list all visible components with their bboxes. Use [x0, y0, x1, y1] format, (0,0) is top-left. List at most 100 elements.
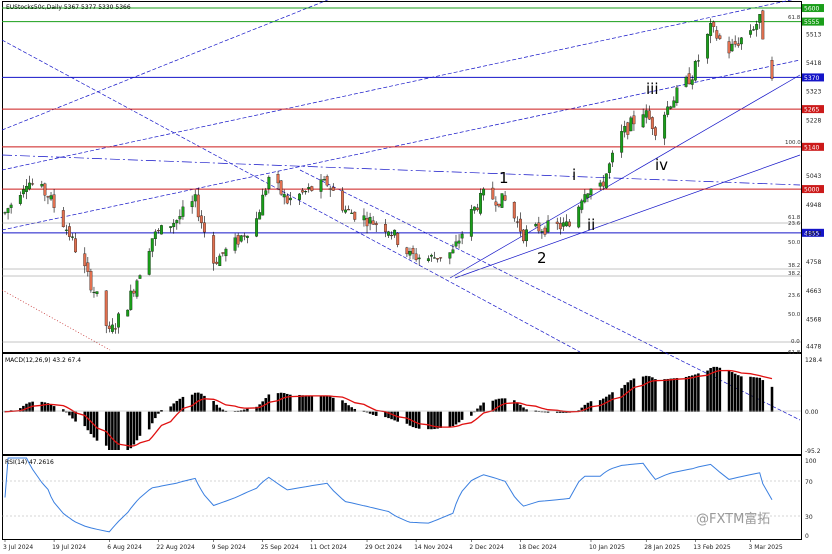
- macd-bar: [740, 376, 743, 412]
- macd-bar: [460, 411, 464, 420]
- candle-body: [129, 290, 133, 310]
- x-axis-label: 3 Mar 2025: [749, 544, 783, 551]
- macd-title: MACD(12,26,9) 43.2 67.4: [5, 357, 81, 364]
- macd-bar: [718, 367, 722, 412]
- macd-bar: [712, 366, 715, 412]
- wave-label: 2: [537, 249, 547, 267]
- macd-bar: [706, 370, 709, 412]
- wave-label: iii: [646, 80, 659, 98]
- macd-bar: [285, 393, 289, 412]
- candle-body: [178, 216, 182, 220]
- candle-body: [390, 234, 394, 237]
- macd-bar: [641, 376, 645, 412]
- candle-body: [175, 220, 179, 224]
- candle-body: [641, 114, 645, 128]
- candle-body: [153, 231, 157, 240]
- macd-bar: [666, 378, 669, 412]
- macd-bar: [104, 411, 108, 446]
- candle-body: [221, 252, 225, 254]
- price-level-tag: [802, 17, 824, 26]
- candle-body: [586, 193, 590, 198]
- macd-bar: [601, 398, 605, 412]
- candle-body: [601, 181, 605, 187]
- macd-bar: [368, 411, 372, 414]
- macd-bar: [298, 394, 301, 412]
- macd-bar: [651, 377, 654, 412]
- macd-bar: [491, 400, 495, 412]
- candle-body: [3, 212, 7, 214]
- macd-bar: [83, 411, 87, 427]
- candle-body: [150, 238, 154, 252]
- price-level-tag-label: 5140: [804, 144, 819, 151]
- macd-panel-frame: [2, 353, 802, 455]
- candle-body: [276, 174, 280, 184]
- candle-body: [331, 187, 335, 191]
- fib-label: 23.6: [788, 221, 801, 227]
- macd-bar: [68, 411, 71, 416]
- candle-body: [749, 30, 752, 35]
- candle-body: [319, 179, 323, 192]
- macd-bar: [519, 404, 522, 412]
- macd-bar: [181, 396, 185, 412]
- macd-bar: [497, 398, 501, 412]
- macd-bar: [65, 411, 68, 413]
- rsi-axis-label: 100: [805, 458, 817, 465]
- candle-body: [132, 290, 136, 294]
- candle-body: [730, 43, 734, 52]
- fib-label: 50.0: [788, 312, 801, 318]
- candle-body: [739, 37, 743, 45]
- macd-bar: [147, 411, 151, 430]
- macd-bar: [172, 403, 176, 412]
- candle-body: [255, 218, 259, 237]
- candle-body: [64, 229, 68, 231]
- candle-body: [61, 210, 65, 228]
- candle-body: [761, 10, 765, 40]
- rsi-line: [4, 457, 773, 533]
- price-axis-label: 5228: [806, 117, 821, 124]
- macd-bar: [761, 380, 765, 412]
- candle-body: [25, 185, 28, 192]
- macd-bar: [117, 411, 120, 450]
- macd-bar: [755, 377, 758, 412]
- price-axis-label: 5323: [806, 89, 821, 96]
- macd-bar: [605, 396, 608, 412]
- candle-body: [298, 193, 301, 200]
- macd-bar: [95, 411, 99, 441]
- macd-bar: [727, 370, 731, 412]
- macd-bar: [71, 411, 74, 419]
- candle-body: [341, 190, 344, 211]
- macd-bar: [89, 411, 93, 435]
- candle-body: [632, 115, 636, 125]
- macd-bar: [371, 411, 375, 415]
- macd-bar: [516, 402, 519, 412]
- candle-body: [236, 235, 240, 245]
- macd-bar: [752, 377, 755, 412]
- macd-bar: [451, 411, 455, 427]
- candle-body: [279, 180, 283, 195]
- candle-body: [328, 188, 332, 190]
- x-axis-label: 10 Jan 2025: [589, 544, 625, 551]
- candle-body: [212, 235, 216, 264]
- price-axis-label: 4568: [806, 316, 821, 323]
- fib-label: 23.6: [788, 293, 801, 299]
- macd-bar: [224, 410, 228, 412]
- candle-body: [218, 255, 222, 267]
- candle-body: [325, 176, 329, 186]
- macd-bar: [307, 395, 311, 412]
- macd-bar: [22, 405, 25, 412]
- candle-body: [675, 87, 679, 104]
- macd-bar: [644, 375, 648, 412]
- candle-body: [577, 206, 581, 228]
- macd-axis-label: -95.2: [805, 448, 821, 455]
- candle-body: [568, 221, 571, 227]
- candle-body: [426, 258, 430, 262]
- macd-bar: [669, 378, 673, 412]
- macd-bar: [430, 411, 433, 430]
- macd-bar: [374, 411, 378, 416]
- candle-body: [310, 186, 314, 191]
- macd-bar: [178, 398, 182, 412]
- price-level-tag-label: 5000: [804, 187, 819, 194]
- candle-body: [491, 187, 495, 200]
- candle-body: [353, 211, 357, 220]
- macd-bar: [583, 404, 587, 412]
